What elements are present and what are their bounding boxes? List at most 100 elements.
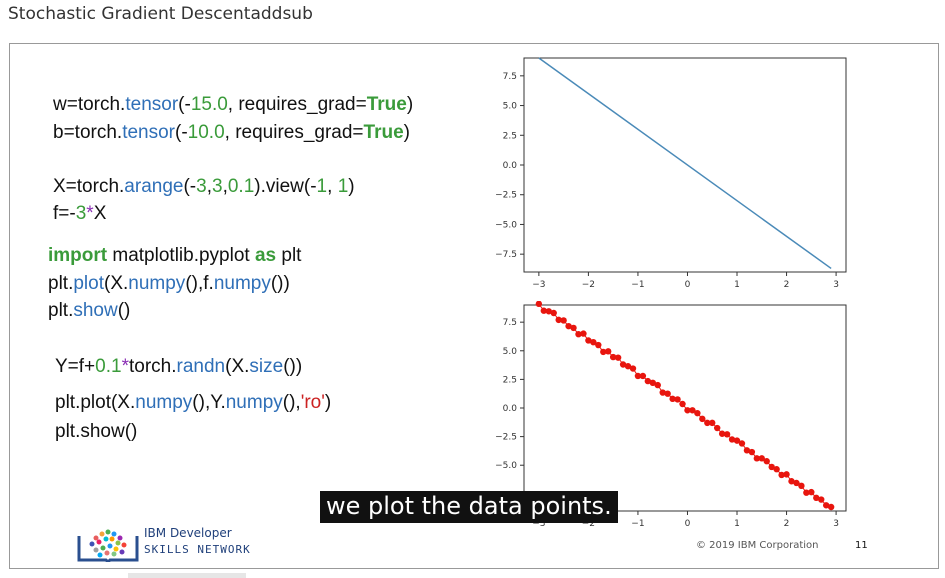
data-point xyxy=(565,322,572,330)
code-line-10: plt.show() xyxy=(55,421,138,442)
data-point xyxy=(649,379,656,387)
data-point xyxy=(778,471,785,479)
code-line-2: b=torch.tensor(-10.0, requires_grad=True… xyxy=(53,122,410,143)
slide-page-number: 11 xyxy=(855,540,868,551)
y-tick-label: 5.0 xyxy=(503,347,518,357)
x-tick-label: 3 xyxy=(833,280,839,290)
data-point xyxy=(728,436,736,443)
book-dots-icon xyxy=(77,529,139,562)
data-point xyxy=(540,307,548,314)
data-point xyxy=(609,353,617,361)
data-point xyxy=(704,419,711,427)
data-point xyxy=(555,316,562,324)
code-line-4: f=-3*X xyxy=(53,203,107,224)
logo-line-1: IBM Developer xyxy=(144,526,232,540)
data-point xyxy=(718,430,726,437)
data-point xyxy=(818,496,825,503)
data-point xyxy=(763,458,770,465)
data-point xyxy=(773,466,780,473)
bottom-scroll-strip xyxy=(128,573,246,578)
x-tick-label: 1 xyxy=(734,519,740,529)
data-point xyxy=(709,419,716,427)
code-line-5: import matplotlib.pyplot as plt xyxy=(48,245,302,266)
x-tick-label: −1 xyxy=(631,519,644,529)
y-tick-label: −5.0 xyxy=(495,461,517,471)
data-point xyxy=(808,488,815,496)
data-point xyxy=(545,308,552,315)
data-point xyxy=(768,463,775,471)
data-point xyxy=(535,301,543,308)
video-caption: we plot the data points. xyxy=(320,491,618,523)
data-point xyxy=(619,361,627,368)
y-tick-label: 5.0 xyxy=(503,102,518,112)
data-point xyxy=(585,337,592,344)
plot-frame xyxy=(523,57,847,273)
data-point xyxy=(575,330,582,338)
data-point xyxy=(699,415,706,423)
data-point xyxy=(733,437,741,444)
y-tick-label: −5.0 xyxy=(495,220,517,230)
data-point xyxy=(600,348,607,356)
x-tick-label: 1 xyxy=(734,280,740,290)
data-point xyxy=(595,341,602,349)
y-tick-label: −7.5 xyxy=(495,250,517,260)
x-tick-label: 2 xyxy=(784,280,790,290)
x-tick-label: 0 xyxy=(685,280,691,290)
data-point xyxy=(714,424,721,432)
code-line-6: plt.plot(X.numpy(),f.numpy()) xyxy=(48,273,290,294)
data-point xyxy=(614,354,622,361)
code-line-3: X=torch.arange(-3,3,0.1).view(-1, 1) xyxy=(53,176,355,197)
data-point xyxy=(748,448,756,456)
x-tick-label: −1 xyxy=(631,280,644,290)
series-line xyxy=(538,57,832,270)
data-point xyxy=(798,482,805,490)
data-point xyxy=(803,489,810,496)
code-line-7: plt.show() xyxy=(48,300,131,321)
data-point xyxy=(813,494,820,502)
data-point xyxy=(684,407,691,414)
data-point xyxy=(723,431,731,438)
data-point xyxy=(624,363,632,370)
y-tick-label: −2.5 xyxy=(495,191,517,201)
y-tick-label: 7.5 xyxy=(503,72,517,82)
y-tick-label: 2.5 xyxy=(503,131,517,141)
x-tick-label: −2 xyxy=(582,280,595,290)
page-title: Stochastic Gradient Descentaddsub xyxy=(8,4,313,24)
data-point xyxy=(644,377,652,385)
data-point xyxy=(629,365,637,372)
code-line-8: Y=f+0.1*torch.randn(X.size()) xyxy=(55,356,303,377)
data-point xyxy=(654,381,661,389)
copyright-text: © 2019 IBM Corporation xyxy=(696,540,819,551)
x-tick-label: 3 xyxy=(833,519,839,529)
data-point xyxy=(743,447,751,454)
data-point xyxy=(793,479,800,487)
y-tick-label: 7.5 xyxy=(503,318,517,328)
data-point xyxy=(669,395,676,403)
data-point xyxy=(634,372,642,380)
ibm-developer-logo: IBM Developer SKILLS NETWORK xyxy=(76,526,256,564)
data-point xyxy=(605,348,612,355)
slide: w=torch.tensor(-15.0, requires_grad=True… xyxy=(9,43,939,569)
data-point xyxy=(590,338,597,346)
data-point xyxy=(689,407,696,414)
x-tick-label: −3 xyxy=(532,280,545,290)
logo-line-2: SKILLS NETWORK xyxy=(144,543,251,556)
data-point xyxy=(827,503,835,511)
data-point xyxy=(659,389,666,396)
scatter-chart: −3 −2 −1 0 1 2 3 7.5 5.0 2.5 0.0 −2.5 −5.0 xyxy=(495,301,847,529)
line-chart: −3 −2 −1 0 1 2 3 7.5 5.0 2.5 0.0 −2.5 −5.0 −7.5 xyxy=(495,57,847,290)
data-point xyxy=(822,502,830,509)
data-point xyxy=(664,390,671,397)
data-point xyxy=(738,440,746,447)
data-point xyxy=(753,455,761,462)
data-point xyxy=(783,471,790,478)
y-tick-label: 2.5 xyxy=(503,375,517,385)
data-point xyxy=(679,400,686,408)
code-line-1: w=torch.tensor(-15.0, requires_grad=True… xyxy=(53,94,414,115)
data-point xyxy=(580,330,587,337)
x-tick-label: −2 xyxy=(582,519,595,529)
y-tick-label: −2.5 xyxy=(495,433,517,443)
data-point xyxy=(550,309,557,317)
data-point xyxy=(694,409,701,417)
data-point xyxy=(758,455,765,462)
